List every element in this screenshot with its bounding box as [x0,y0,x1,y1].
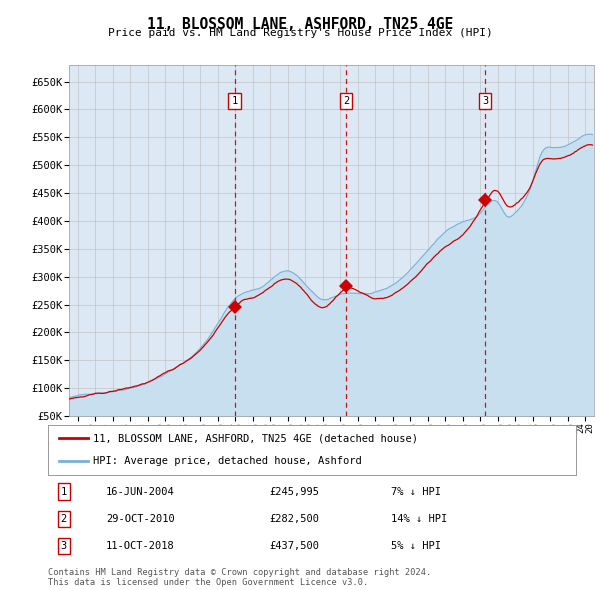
Text: 3: 3 [482,96,488,106]
Text: 2: 2 [343,96,349,106]
Text: £245,995: £245,995 [270,487,320,497]
Text: HPI: Average price, detached house, Ashford: HPI: Average price, detached house, Ashf… [93,457,362,467]
Text: Price paid vs. HM Land Registry's House Price Index (HPI): Price paid vs. HM Land Registry's House … [107,28,493,38]
Text: £437,500: £437,500 [270,541,320,551]
Text: 11-OCT-2018: 11-OCT-2018 [106,541,175,551]
Text: 2: 2 [61,514,67,524]
Text: 16-JUN-2004: 16-JUN-2004 [106,487,175,497]
Text: 5% ↓ HPI: 5% ↓ HPI [391,541,441,551]
Text: 11, BLOSSOM LANE, ASHFORD, TN25 4GE (detached house): 11, BLOSSOM LANE, ASHFORD, TN25 4GE (det… [93,433,418,443]
Text: Contains HM Land Registry data © Crown copyright and database right 2024.
This d: Contains HM Land Registry data © Crown c… [48,568,431,587]
Text: 29-OCT-2010: 29-OCT-2010 [106,514,175,524]
Text: 11, BLOSSOM LANE, ASHFORD, TN25 4GE: 11, BLOSSOM LANE, ASHFORD, TN25 4GE [147,17,453,31]
Text: 1: 1 [232,96,238,106]
Text: 1: 1 [61,487,67,497]
Text: 3: 3 [61,541,67,551]
Text: £282,500: £282,500 [270,514,320,524]
Text: 7% ↓ HPI: 7% ↓ HPI [391,487,441,497]
Text: 14% ↓ HPI: 14% ↓ HPI [391,514,448,524]
